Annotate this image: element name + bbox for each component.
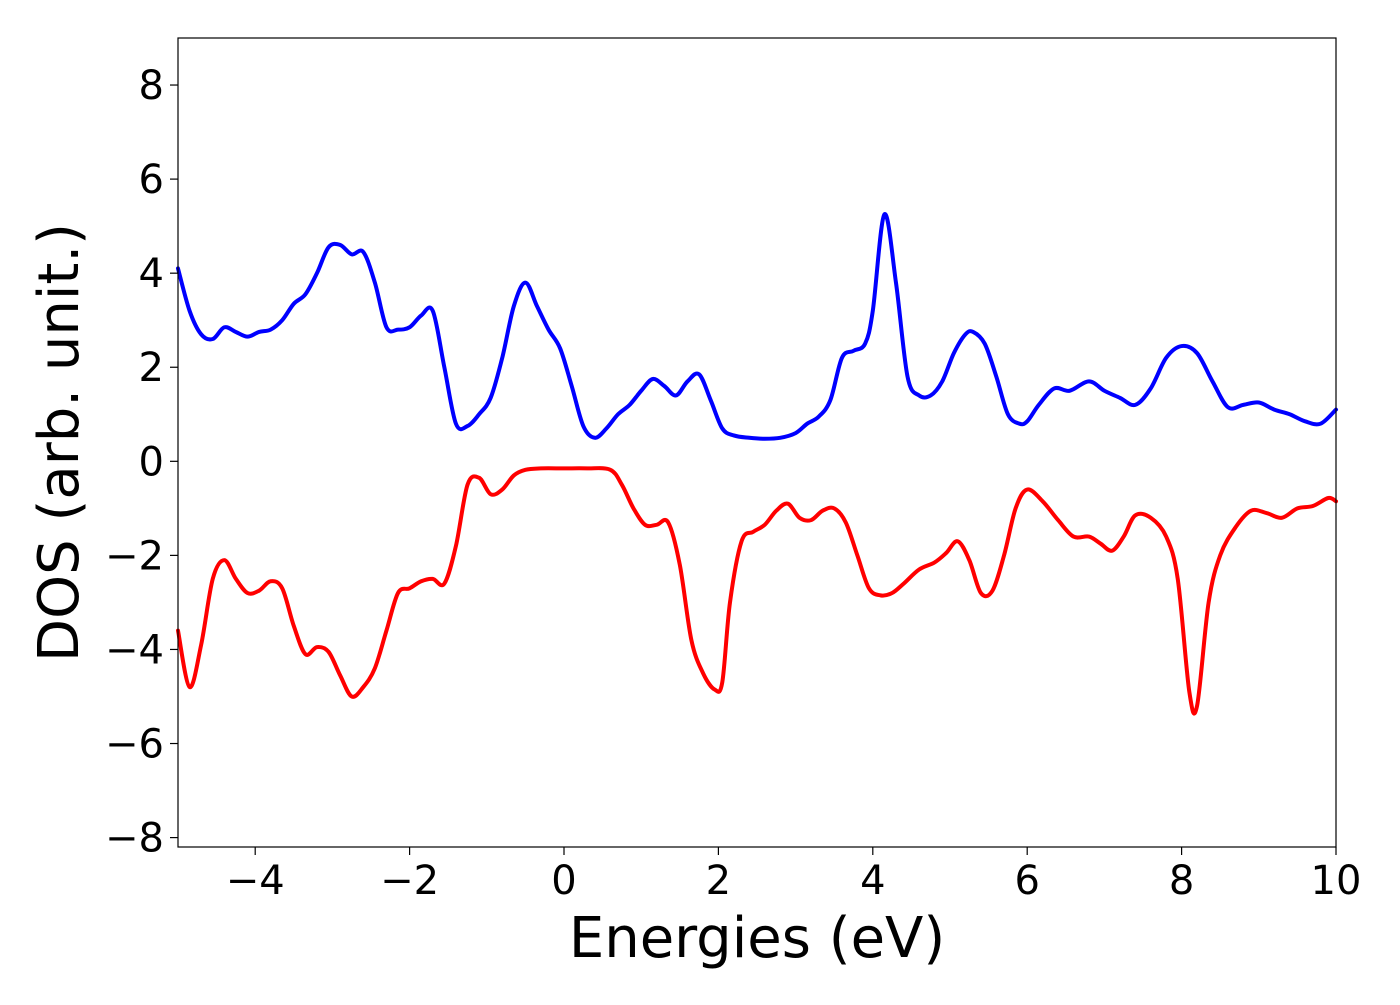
y-axis-ticks: 8 6 4 2 0 −2 −4 −6 −8	[105, 63, 178, 862]
y-tick-label: 6	[139, 157, 164, 203]
y-tick-label: −6	[105, 722, 164, 768]
y-tick-label: −8	[105, 816, 164, 862]
series-line-blue	[176, 212, 1338, 441]
plot-frame	[177, 37, 1337, 848]
x-tick-label: 6	[1014, 858, 1039, 904]
x-tick-label: 10	[1311, 858, 1362, 904]
x-tick-label: −4	[226, 858, 285, 904]
y-tick-label: 0	[139, 439, 164, 485]
y-tick-label: −2	[105, 533, 164, 579]
x-tick-label: 8	[1169, 858, 1194, 904]
x-tick-label: 2	[706, 858, 731, 904]
x-tick-label: −2	[380, 858, 439, 904]
y-tick-label: 8	[139, 63, 164, 109]
series-line-red	[176, 466, 1338, 716]
x-axis-label: Energies (eV)	[569, 906, 945, 971]
series-layer	[176, 212, 1338, 716]
plot-background	[178, 38, 1336, 847]
y-axis-label: DOS (arb. unit.)	[27, 223, 92, 662]
x-axis-ticks: −4 −2 0 2 4 6 8 10	[226, 847, 1362, 904]
y-tick-label: 4	[139, 251, 164, 297]
x-tick-label: 0	[551, 858, 576, 904]
y-tick-label: −4	[105, 627, 164, 673]
y-tick-label: 2	[139, 345, 164, 391]
x-tick-label: 4	[860, 858, 885, 904]
